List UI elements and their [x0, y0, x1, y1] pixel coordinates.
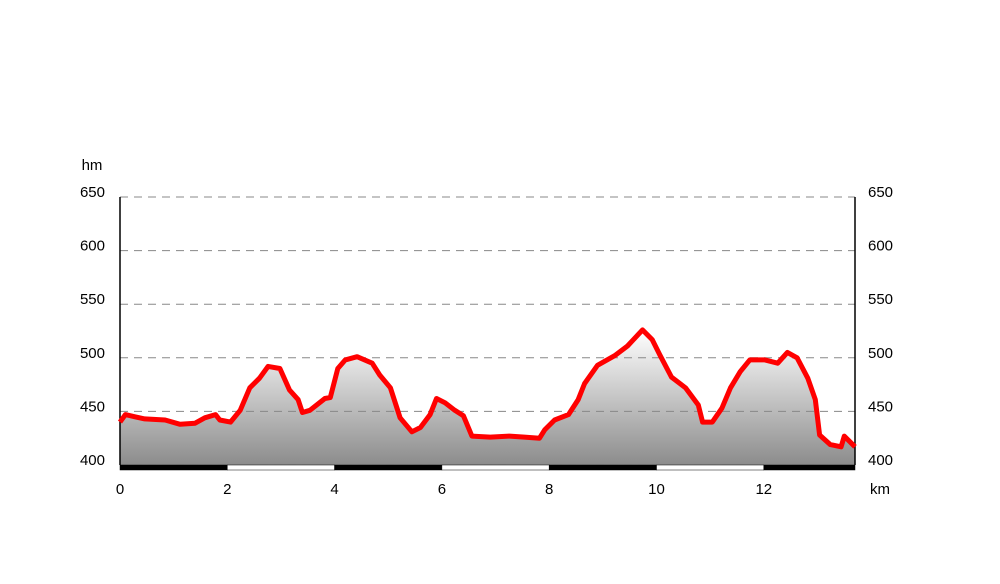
y-tick-label: 500 [80, 345, 105, 362]
y-tick-label-right: 500 [868, 345, 893, 362]
x-axis-label: km [870, 481, 890, 498]
x-tick-label: 6 [438, 481, 446, 498]
x-tick-label: 0 [116, 481, 124, 498]
x-tick-label: 2 [223, 481, 231, 498]
y-axis-label: hm [82, 157, 103, 174]
x-tick-label: 12 [755, 481, 772, 498]
profile-line [117, 327, 857, 450]
scale-segment [548, 464, 657, 471]
scale-segment [763, 464, 856, 471]
scale-segment [119, 464, 228, 471]
x-tick-label: 10 [648, 481, 665, 498]
x-tick-label: 4 [330, 481, 338, 498]
scale-segment [656, 464, 765, 471]
scale-segment [227, 464, 335, 471]
y-tick-label-right: 400 [868, 452, 893, 469]
area-fill [120, 329, 855, 465]
y-tick-label: 650 [80, 184, 105, 201]
y-tick-label-right: 450 [868, 398, 893, 415]
y-tick-label: 400 [80, 452, 105, 469]
y-tick-label-right: 650 [868, 184, 893, 201]
y-tick-label-right: 550 [868, 291, 893, 308]
y-tick-label: 600 [80, 238, 105, 255]
y-tick-label: 450 [80, 398, 105, 415]
scale-segment [334, 464, 443, 471]
x-tick-label: 8 [545, 481, 553, 498]
y-tick-label: 550 [80, 291, 105, 308]
y-tick-label-right: 600 [868, 238, 893, 255]
scale-segment [441, 464, 550, 471]
